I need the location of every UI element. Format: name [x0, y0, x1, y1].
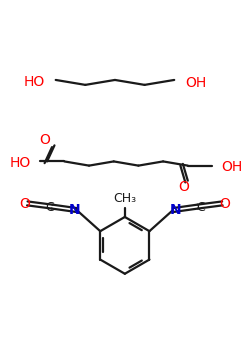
Text: O: O	[220, 197, 230, 211]
Text: C: C	[196, 201, 204, 214]
Text: O: O	[20, 197, 30, 211]
Text: C: C	[45, 201, 54, 214]
Text: CH₃: CH₃	[113, 192, 136, 205]
Text: HO: HO	[23, 75, 44, 89]
Text: N: N	[68, 203, 80, 217]
Text: N: N	[170, 203, 181, 217]
Text: O: O	[39, 133, 50, 147]
Text: O: O	[179, 180, 190, 194]
Text: HO: HO	[9, 156, 30, 170]
Text: OH: OH	[222, 160, 243, 174]
Text: OH: OH	[185, 76, 206, 90]
